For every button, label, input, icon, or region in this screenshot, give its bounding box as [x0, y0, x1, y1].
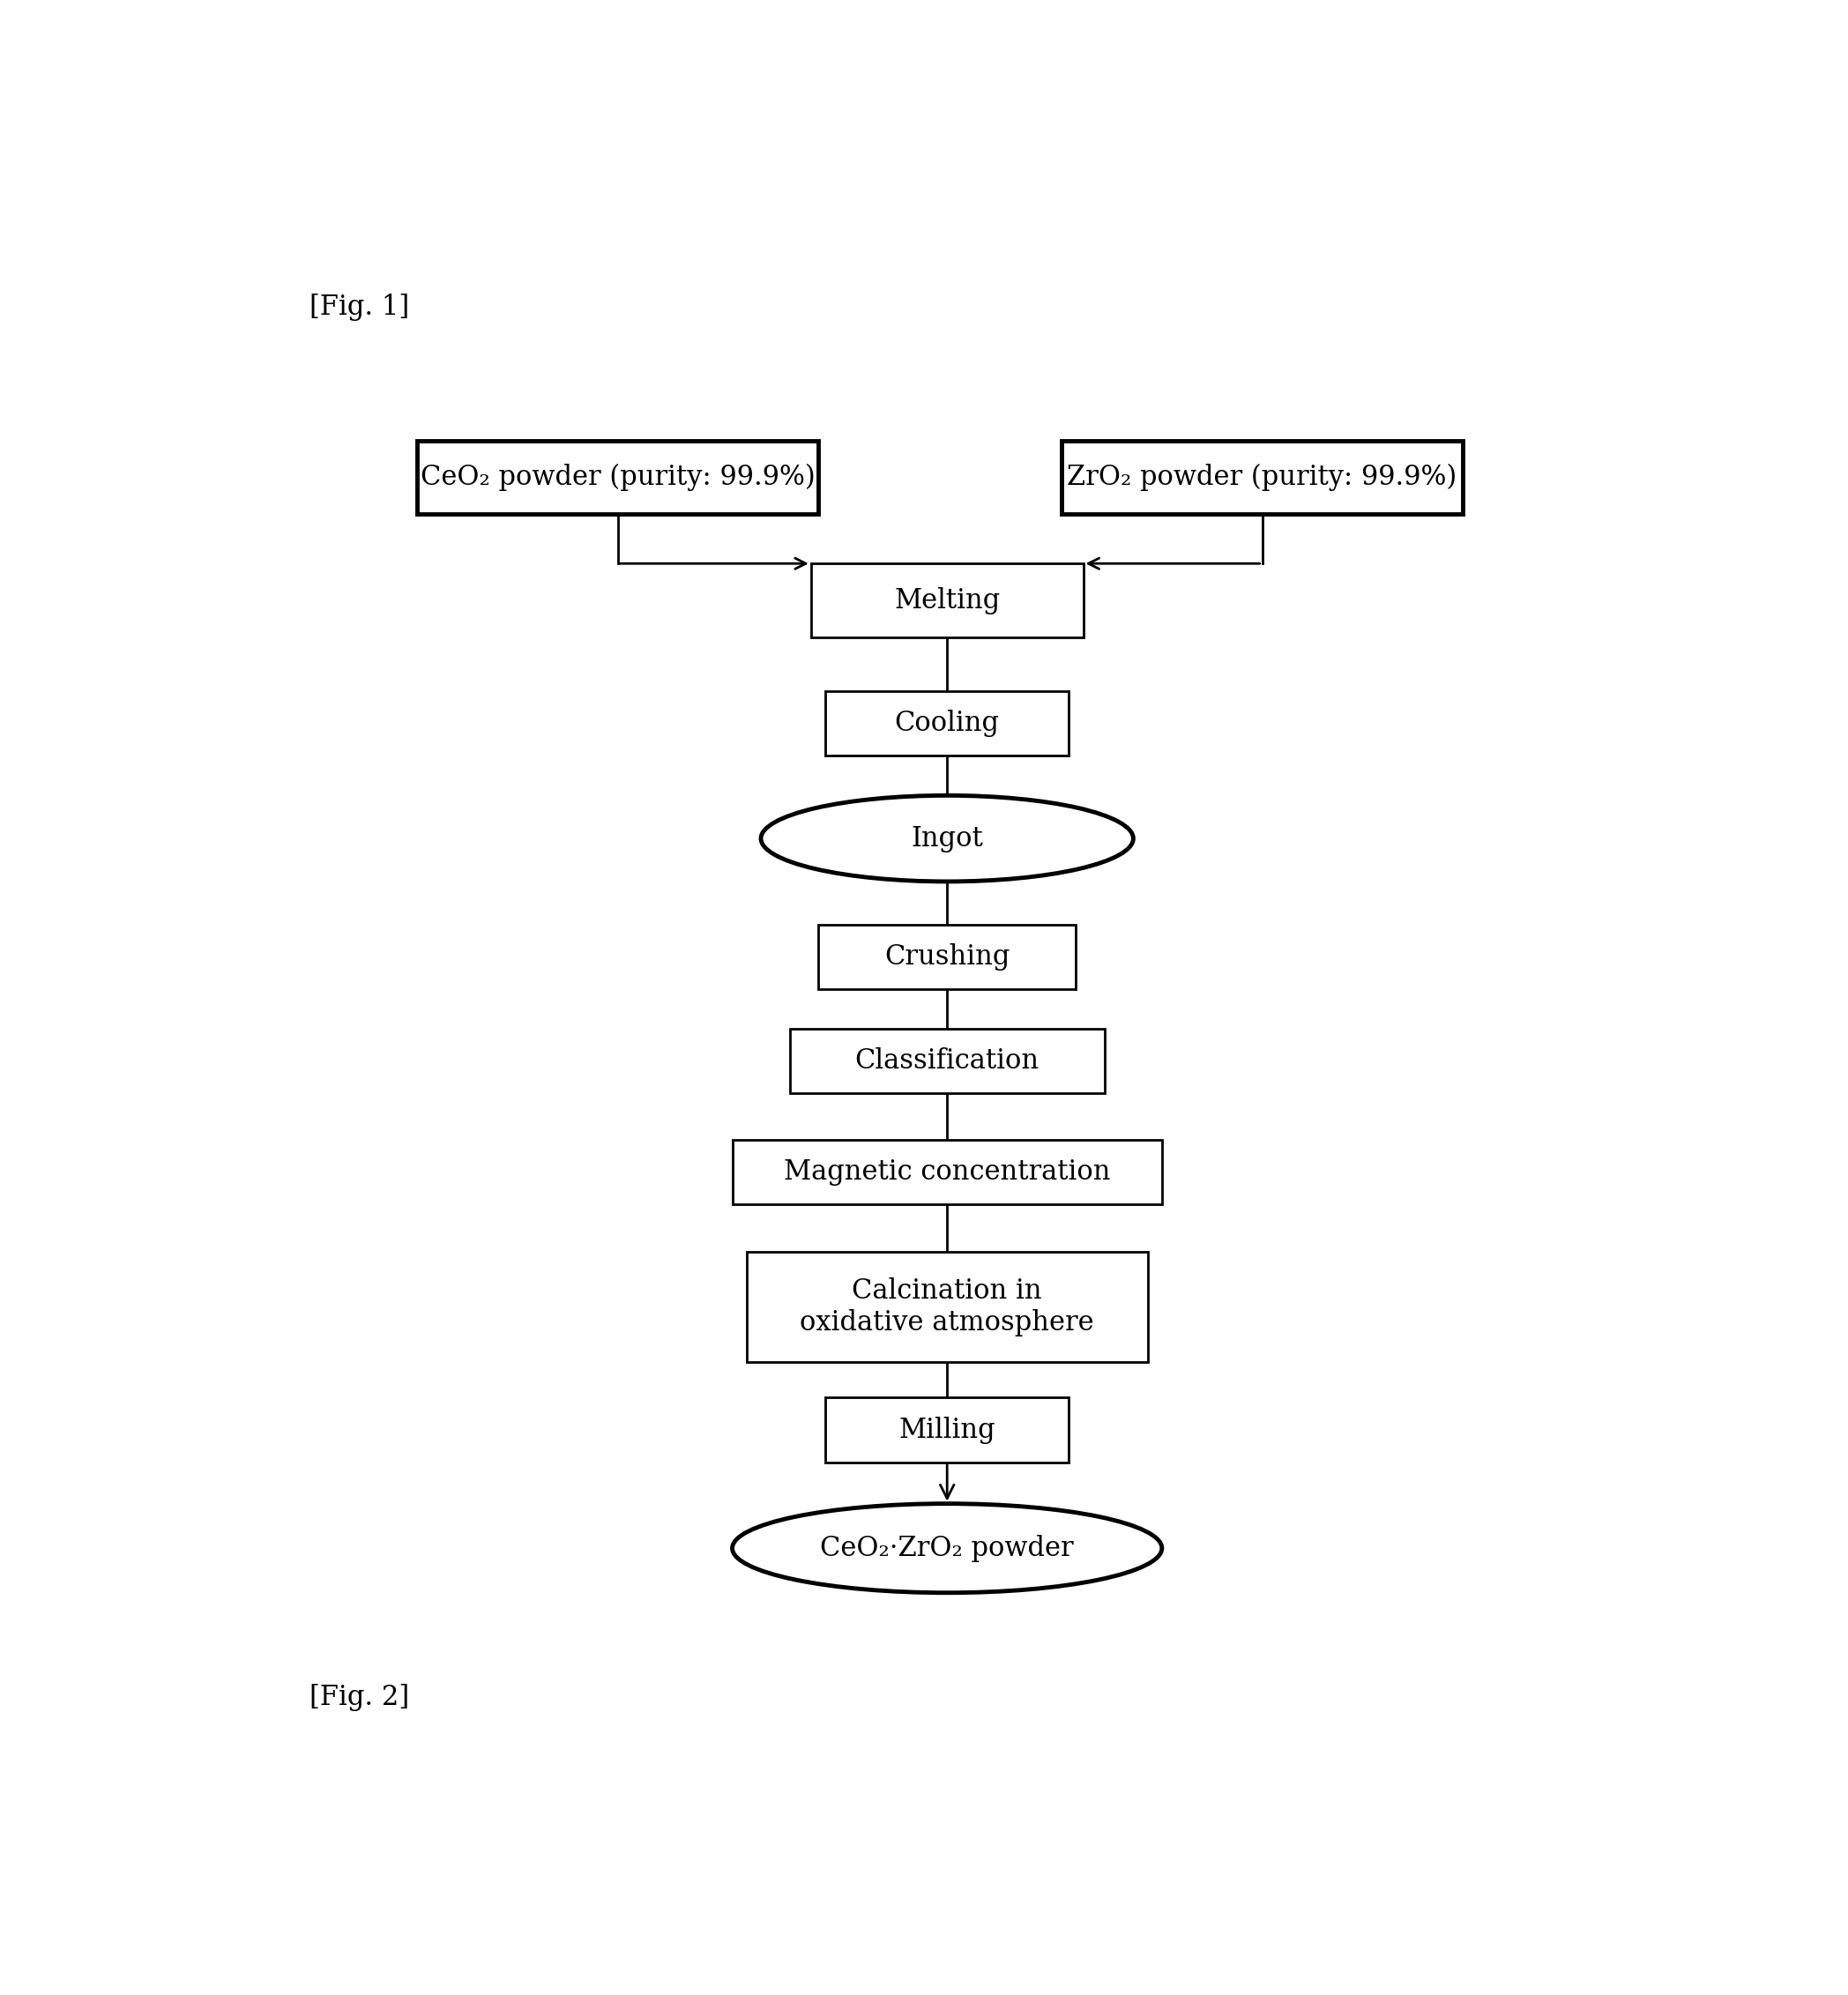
Bar — [819, 924, 1076, 990]
Text: Milling: Milling — [898, 1416, 996, 1444]
Text: Calcination in
oxidative atmosphere: Calcination in oxidative atmosphere — [800, 1277, 1094, 1337]
Text: ZrO₂ powder (purity: 99.9%): ZrO₂ powder (purity: 99.9%) — [1068, 463, 1456, 491]
Bar — [747, 1251, 1148, 1363]
Text: Crushing: Crushing — [885, 944, 1009, 970]
Ellipse shape — [761, 796, 1133, 882]
Text: Cooling: Cooling — [894, 710, 1000, 736]
Text: [Fig. 2]: [Fig. 2] — [310, 1684, 410, 1710]
Bar — [418, 441, 819, 515]
Text: CeO₂ powder (purity: 99.9%): CeO₂ powder (purity: 99.9%) — [419, 463, 815, 491]
Bar — [789, 1029, 1105, 1093]
Text: CeO₂·ZrO₂ powder: CeO₂·ZrO₂ powder — [821, 1534, 1074, 1562]
Text: Ingot: Ingot — [911, 824, 983, 852]
Text: Classification: Classification — [856, 1047, 1039, 1075]
Bar — [826, 1398, 1068, 1462]
Bar — [826, 690, 1068, 756]
Text: Melting: Melting — [894, 587, 1000, 614]
Text: [Fig. 1]: [Fig. 1] — [310, 293, 410, 321]
Bar — [732, 1139, 1162, 1205]
Bar — [811, 563, 1083, 636]
Bar — [1061, 441, 1464, 515]
Ellipse shape — [732, 1504, 1162, 1592]
Text: Magnetic concentration: Magnetic concentration — [784, 1159, 1111, 1185]
